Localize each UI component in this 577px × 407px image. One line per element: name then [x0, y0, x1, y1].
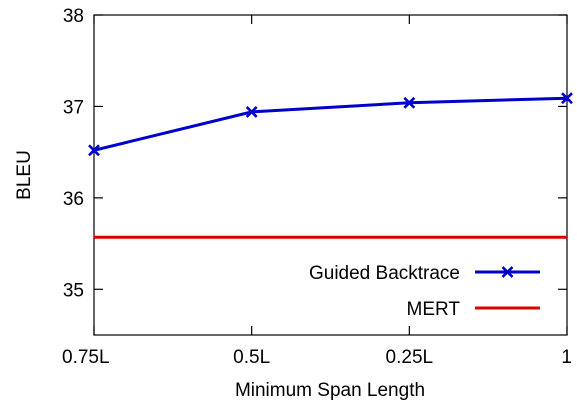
data-point-marker [403, 96, 416, 109]
x-axis-label: Minimum Span Length [235, 380, 425, 401]
plot-frame [93, 14, 568, 336]
x-tick-label: 0.75L [62, 347, 110, 368]
data-point-marker [245, 105, 258, 118]
x-axis: 0.75L 0.5L 0.25L 1 [62, 15, 572, 368]
y-tick-label: 35 [63, 280, 84, 301]
x-tick-label: 0.5L [233, 347, 270, 368]
x-tick-label: 1 [561, 347, 572, 368]
data-point-marker [88, 144, 100, 157]
y-tick-label: 36 [63, 189, 84, 210]
legend-label: MERT [407, 299, 461, 320]
legend-label: Guided Backtrace [309, 263, 460, 284]
y-axis-label: BLEU [14, 150, 35, 200]
legend-marker [501, 266, 514, 278]
legend: Guided Backtrace MERT [309, 263, 540, 320]
x-tick-label: 0.25L [386, 347, 434, 368]
y-axis: 35 36 37 38 [63, 6, 567, 301]
series-line-0 [93, 96, 568, 152]
data-point-marker [561, 92, 573, 105]
y-tick-label: 38 [63, 6, 84, 27]
y-tick-label: 37 [63, 97, 84, 118]
series-layer [88, 92, 573, 239]
